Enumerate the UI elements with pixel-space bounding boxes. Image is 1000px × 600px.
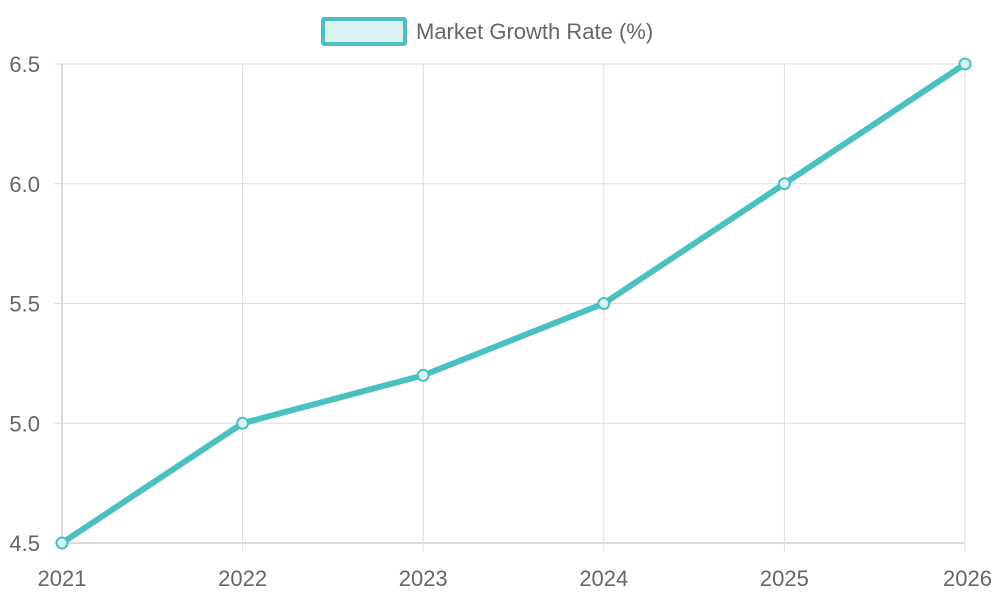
legend-swatch — [321, 17, 407, 46]
series-layer — [59, 61, 968, 546]
grid — [62, 63, 966, 543]
y-tick-label: 6.5 — [9, 52, 40, 77]
data-point[interactable] — [236, 416, 250, 430]
series-line — [59, 61, 968, 546]
y-tick-label: 4.5 — [9, 531, 40, 556]
x-tick-label: 2025 — [760, 566, 809, 591]
y-tick-label: 5.5 — [9, 292, 40, 317]
x-axis-ticks: 2021 2022 2023 2024 2025 2026 — [38, 543, 992, 591]
data-point[interactable] — [597, 297, 611, 310]
x-tick-label: 2022 — [218, 566, 267, 591]
x-tick-label: 2024 — [579, 566, 628, 591]
y-axis-ticks: 4.5 5.0 5.5 6.0 6.5 — [9, 52, 62, 556]
y-tick-label: 6.0 — [9, 172, 40, 197]
x-tick-label: 2026 — [943, 566, 992, 591]
data-point[interactable] — [958, 57, 972, 71]
legend-label: Market Growth Rate (%) — [416, 19, 653, 44]
x-tick-label: 2021 — [38, 566, 87, 591]
points-layer — [55, 57, 972, 550]
x-tick-label: 2023 — [399, 566, 448, 591]
data-point[interactable] — [777, 177, 791, 191]
data-point[interactable] — [416, 368, 430, 382]
data-point[interactable] — [55, 536, 69, 550]
legend[interactable]: Market Growth Rate (%) — [321, 17, 653, 46]
y-tick-label: 5.0 — [9, 411, 40, 436]
